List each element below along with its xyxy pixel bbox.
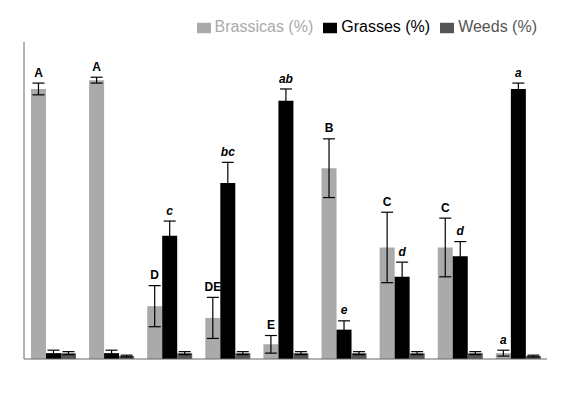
svg-text:C: C: [383, 195, 392, 209]
svg-text:ab: ab: [279, 72, 293, 86]
svg-text:a: a: [515, 66, 522, 80]
svg-text:A: A: [92, 60, 101, 74]
svg-text:C: C: [441, 201, 450, 215]
svg-text:a: a: [500, 333, 507, 347]
svg-text:bc: bc: [221, 145, 235, 159]
html-text:Brassicas (%): Brassicas (%): [214, 18, 314, 35]
svg-text:c: c: [166, 204, 173, 218]
svg-text:d: d: [398, 245, 406, 259]
svg-text:DE: DE: [204, 280, 221, 294]
html-text:Grasses (%): Grasses (%): [341, 18, 431, 35]
svg-text:A: A: [34, 66, 43, 80]
html-text:Weeds (%): Weeds (%): [458, 18, 537, 35]
svg-text:D: D: [150, 268, 159, 282]
svg-text:E: E: [267, 318, 275, 332]
svg-text:e: e: [341, 303, 348, 317]
svg-text:B: B: [325, 121, 334, 135]
svg-text:d: d: [457, 224, 465, 238]
